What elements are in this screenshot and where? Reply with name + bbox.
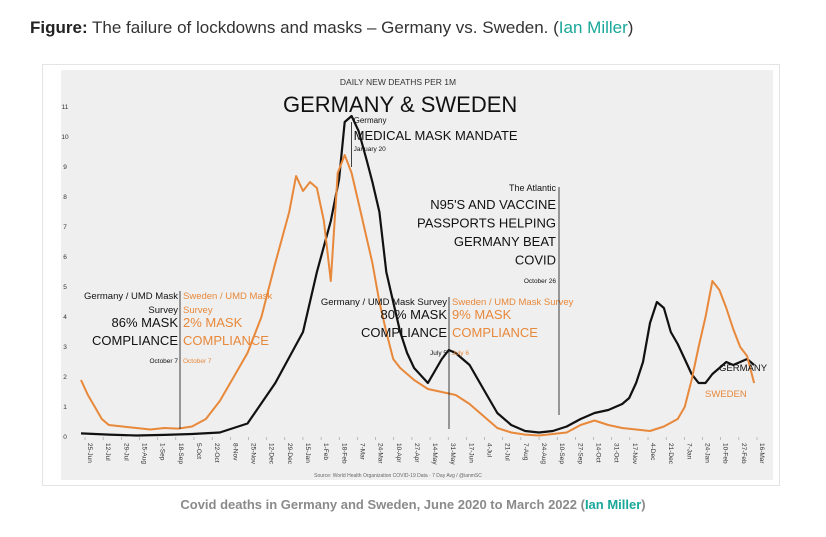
y-tick-label: 1 <box>63 404 67 411</box>
x-tick-label: 4-Dec <box>649 443 656 461</box>
x-tick-label: 18-Sep <box>177 443 184 464</box>
sweden-survey-text: Sweden / UMD Mask <box>183 291 272 302</box>
series-label-sweden: SWEDEN <box>705 389 747 400</box>
x-tick-label: 27-Apr <box>413 443 420 463</box>
series-label-germany: GERMANY <box>719 363 768 374</box>
x-tick-label: 10-Apr <box>395 443 402 463</box>
x-tick-label: 24-Mar <box>377 443 384 464</box>
series-line-sweden <box>80 154 756 437</box>
x-tick-label: 1-Sep <box>159 443 166 461</box>
y-tick-label: 3 <box>63 344 67 351</box>
figure-caption: Figure: The failure of lockdowns and mas… <box>30 18 633 38</box>
x-tick-label: 12-Jul <box>104 443 111 461</box>
y-tick-label: 7 <box>63 224 67 231</box>
x-tick-label: 24-Aug <box>540 443 547 464</box>
x-tick-label: 29-Jul <box>122 443 129 461</box>
germany-survey-text: 86% MASK <box>112 315 179 330</box>
x-tick-label: 22-Oct <box>213 443 220 463</box>
germany-survey-text: 80% MASK <box>381 307 448 322</box>
atlantic-text: N95'S AND VACCINE <box>430 197 556 212</box>
germany-survey-text: October 7 <box>149 358 178 365</box>
annotation-layer: Germany MEDICAL MASK MANDATE January 20 Ger… <box>84 116 768 429</box>
x-tick-label: 27-Sep <box>576 443 583 464</box>
x-tick-label: 25-Jun <box>86 443 93 463</box>
x-tick-label: 18-Feb <box>340 443 347 464</box>
sweden-survey-text: 2% MASK <box>183 315 243 330</box>
x-tick-label: 24-Jan <box>704 443 711 463</box>
mandate-date: January 20 <box>354 146 387 153</box>
sweden-survey-text: October 7 <box>183 358 212 365</box>
bottom-caption-close: ) <box>641 497 646 512</box>
x-tick-label: 10-Sep <box>558 443 565 464</box>
figure-label: Figure: <box>30 18 88 37</box>
atlantic-text: GERMANY BEAT <box>454 234 556 249</box>
figure-caption-text: The failure of lockdowns and masks – Ger… <box>87 18 559 37</box>
germany-survey-text: July 5 <box>430 350 447 357</box>
x-tick-label: 7-Jan <box>685 443 692 460</box>
x-tick-label: 14-May <box>431 443 438 465</box>
x-tick-label: 31-May <box>449 443 456 465</box>
author-link[interactable]: Ian Miller <box>558 18 628 37</box>
x-tick-label: 15-Aug <box>140 443 147 464</box>
atlantic-text: PASSPORTS HELPING <box>417 216 556 231</box>
mandate-title: MEDICAL MASK MANDATE <box>354 128 518 143</box>
x-tick-label: 14-Oct <box>595 443 602 463</box>
x-tick-label: 15-Jan <box>304 443 311 463</box>
bottom-caption: Covid deaths in Germany and Sweden, June… <box>0 497 826 512</box>
y-tick-label: 9 <box>63 164 67 171</box>
bottom-caption-text: Covid deaths in Germany and Sweden, June… <box>180 497 585 512</box>
x-tick-label: 4-Jul <box>486 443 493 458</box>
sweden-survey-text: Survey <box>183 305 213 316</box>
x-tick-label: 7-Mar <box>358 443 365 461</box>
chart-subtitle: DAILY NEW DEATHS PER 1M <box>340 77 456 87</box>
mandate-germany-label: Germany <box>354 116 387 125</box>
germany-survey-text: Survey <box>148 305 178 316</box>
bottom-author-link[interactable]: Ian Miller <box>584 497 642 512</box>
y-tick-label: 8 <box>63 194 67 201</box>
sweden-survey-text: 9% MASK <box>452 307 512 322</box>
atlantic-text: COVID <box>515 253 556 268</box>
x-tick-label: 27-Feb <box>740 443 747 464</box>
grid: 0 1 2 3 4 5 6 7 8 9 10 11 25-Jun 12-Jul 29-Jul 15-Aug 1-… <box>61 104 765 465</box>
x-tick-label: 8-Nov <box>231 443 238 461</box>
x-tick-label: 21-Jul <box>504 443 511 461</box>
x-tick-label: 29-Dec <box>286 443 293 465</box>
sweden-survey-text: COMPLIANCE <box>452 325 538 340</box>
x-tick-label: 31-Oct <box>613 443 620 463</box>
x-tick-label: 25-Nov <box>249 443 256 465</box>
x-tick-label: 5-Oct <box>195 443 202 459</box>
germany-survey-text: COMPLIANCE <box>92 333 178 348</box>
germany-survey-text: COMPLIANCE <box>361 325 447 340</box>
x-tick-label: 16-Mar <box>758 443 765 464</box>
atlantic-text: The Atlantic <box>509 183 557 193</box>
series-layer <box>80 114 756 437</box>
y-tick-label: 6 <box>63 254 67 261</box>
x-tick-label: 17-Nov <box>631 443 638 465</box>
x-tick-label: 12-Dec <box>268 443 275 465</box>
atlantic-text: October 26 <box>524 278 557 285</box>
y-tick-label: 2 <box>63 374 67 381</box>
x-tick-label: 17-Jun <box>467 443 474 463</box>
y-tick-label: 10 <box>61 134 69 141</box>
x-tick-label: 21-Dec <box>667 443 674 465</box>
y-tick-label: 0 <box>63 434 67 441</box>
sweden-survey-text: July 6 <box>452 350 469 357</box>
germany-survey-text: Germany / UMD Mask <box>84 291 178 302</box>
sweden-survey-text: Sweden / UMD Mask Survey <box>452 297 574 308</box>
y-tick-label: 5 <box>63 284 67 291</box>
caption-close: ) <box>627 18 634 37</box>
x-tick-label: 7-Aug <box>522 443 529 461</box>
chart: DAILY NEW DEATHS PER 1M GERMANY & SWEDEN… <box>61 70 773 480</box>
x-tick-label: 10-Feb <box>722 443 729 464</box>
sweden-survey-text: COMPLIANCE <box>183 333 269 348</box>
chart-frame: DAILY NEW DEATHS PER 1M GERMANY & SWEDEN… <box>42 64 780 486</box>
y-tick-label: 4 <box>63 314 67 321</box>
y-tick-label: 11 <box>62 104 69 111</box>
germany-survey-text: Germany / UMD Mask Survey <box>321 297 447 308</box>
x-tick-label: 1-Feb <box>322 443 329 460</box>
chart-source: Source: World Health Organization COVID-… <box>314 473 482 479</box>
chart-title: GERMANY & SWEDEN <box>283 92 517 117</box>
